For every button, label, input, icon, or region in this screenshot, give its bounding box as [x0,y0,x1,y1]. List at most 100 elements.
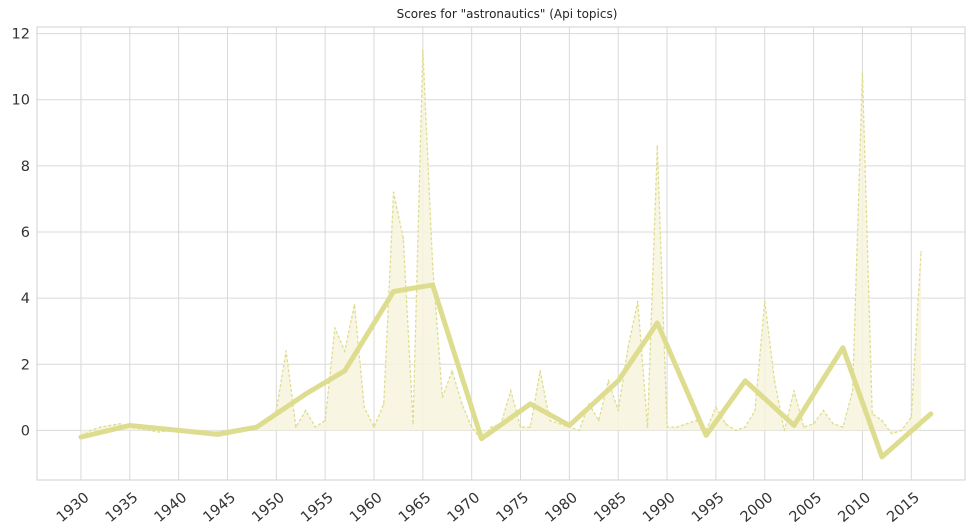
raw-point [656,145,659,147]
y-tick-label: 0 [21,423,30,439]
raw-point [676,426,678,428]
raw-point [148,429,151,432]
raw-point [343,350,346,352]
raw-point [451,370,453,372]
raw-point [812,422,815,425]
raw-point [910,416,913,418]
raw-point [324,419,326,422]
raw-point [627,346,629,349]
raw-point [900,429,903,432]
smoothed-point [79,435,83,439]
raw-point [744,426,747,428]
raw-point [842,426,844,428]
raw-point [461,403,463,405]
raw-point [695,419,698,422]
smoothed-point [177,428,181,432]
raw-point [734,429,737,432]
raw-point [334,327,336,329]
x-tick-label: 1995 [689,490,728,526]
y-tick-label: 12 [12,27,30,43]
x-tick-label: 1975 [494,490,533,526]
raw-point [549,419,551,422]
smoothed-point [929,412,933,416]
raw-point [558,422,561,425]
x-tick-labels: 1930 1935 1940 1945 1950 1955 1960 1965 1970 1975… [54,490,923,526]
smoothed-point [392,290,396,294]
raw-point [685,422,688,425]
smoothed-point [304,392,308,396]
smoothed-point [743,379,747,383]
smoothed-point [567,423,571,427]
smoothed-point [528,402,532,406]
raw-point [851,389,854,392]
area-fill [80,50,922,441]
raw-point [422,49,424,51]
smoothed-point [255,425,259,429]
smoothed-point [655,321,659,325]
series-raw-line [80,50,922,442]
y-tick-labels: 0 2 4 6 8 10 12 [12,27,30,440]
raw-point [392,191,395,194]
x-tick-label: 2015 [884,490,923,526]
y-tick-label: 2 [21,357,30,373]
smoothed-point [216,432,220,436]
smoothed-point [704,433,708,437]
raw-point [871,413,873,415]
plot-frame [36,26,966,481]
x-tick-label: 2010 [835,490,874,526]
raw-point [509,389,512,392]
raw-point [314,426,317,428]
raw-point [431,264,434,266]
smoothed-point [128,423,132,427]
x-tick-label: 2005 [787,490,826,526]
smoothed-point [479,437,483,441]
x-tick-label: 2000 [738,490,777,526]
x-tick-label: 1930 [54,490,93,526]
x-tick-label: 1965 [396,490,435,526]
y-tick-label: 10 [12,93,30,109]
raw-point [99,426,102,428]
x-tick-label: 1950 [249,490,288,526]
x-tick-label: 1955 [298,490,337,526]
raw-point [441,396,444,399]
raw-point [861,72,864,75]
smoothed-point [792,423,796,427]
raw-point [793,389,795,392]
raw-point [382,403,385,405]
x-tick-label: 1970 [445,490,484,526]
x-tick-label: 1980 [542,490,581,526]
x-tick-label: 1960 [347,490,386,526]
smoothed-point [343,369,347,373]
chart-title: Scores for "astronautics" (Api topics) [397,7,618,21]
series-smoothed-line [78,282,934,460]
raw-point [763,300,766,303]
series-layer [78,49,934,460]
raw-point [832,422,834,425]
raw-point [636,300,639,303]
y-tick-label: 8 [21,159,30,175]
smoothed-point [616,379,620,383]
grid-layer [37,27,965,480]
raw-point [539,370,541,372]
raw-point [412,422,414,425]
raw-point [617,409,620,412]
raw-point [920,251,922,253]
raw-point [529,426,532,428]
x-tick-label: 1985 [591,490,630,526]
raw-point [724,422,727,425]
raw-point [607,380,610,382]
raw-point [773,380,776,382]
raw-point [666,426,668,428]
y-tick-label: 4 [21,291,30,307]
x-tick-label: 1935 [103,490,142,526]
raw-point [822,409,825,412]
x-tick-label: 1940 [152,490,191,526]
raw-point [490,426,493,428]
raw-point [119,422,121,425]
y-tick-label: 6 [21,225,30,241]
raw-point [109,424,112,427]
raw-point [519,426,522,428]
raw-point [881,419,883,422]
raw-point [285,350,287,352]
